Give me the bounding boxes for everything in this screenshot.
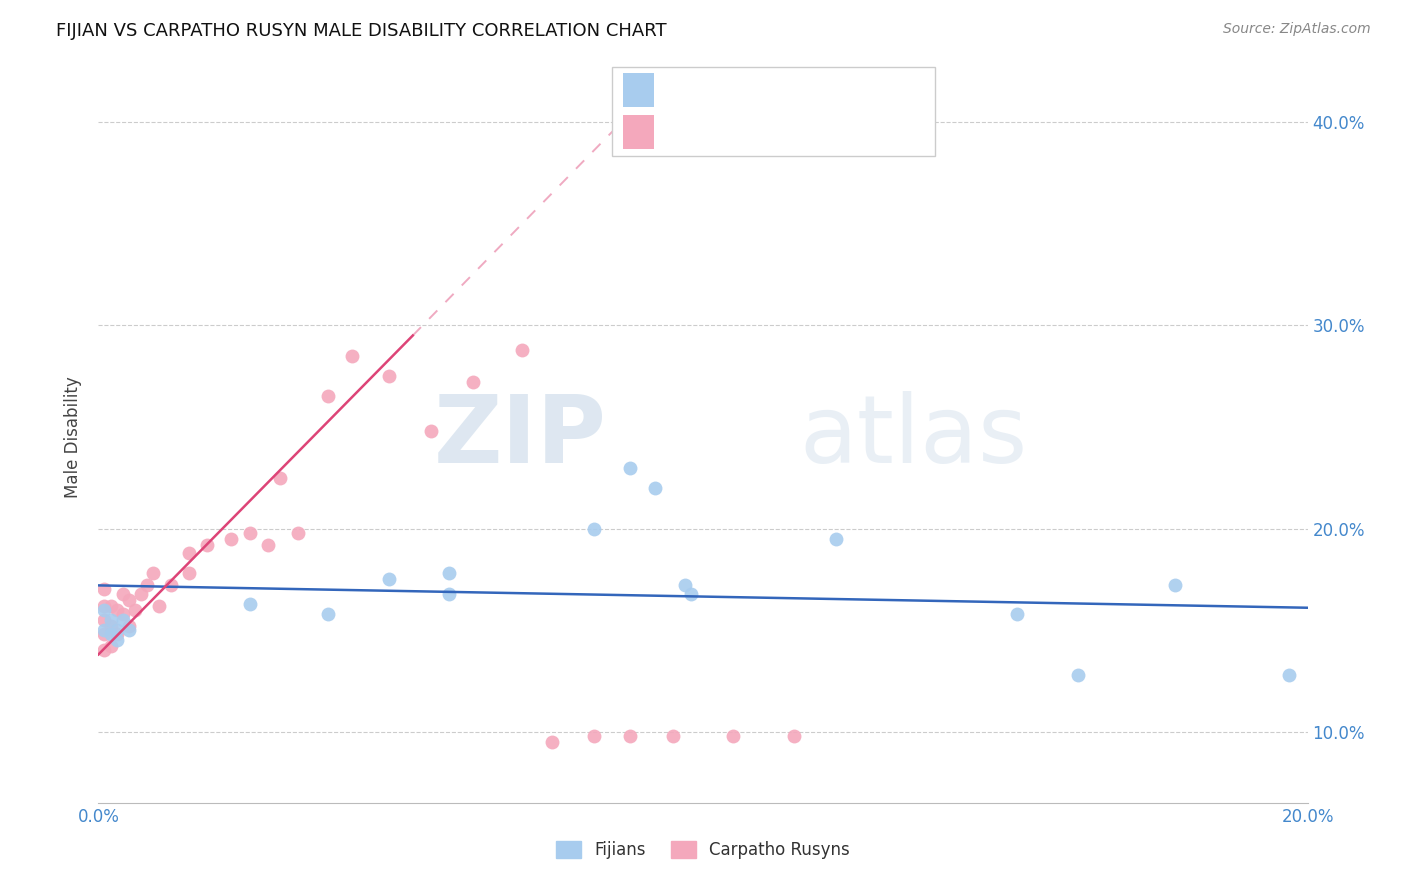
Point [583,729,606,743]
Point [93,599,115,613]
Point [100,627,122,641]
Text: 40: 40 [858,123,880,141]
Point [100,619,122,633]
Point [723,729,745,743]
Point [316,607,339,621]
Point [239,525,262,540]
Text: ZIP: ZIP [433,391,606,483]
Point [135,578,157,592]
Text: Source: ZipAtlas.com: Source: ZipAtlas.com [1223,22,1371,37]
Point [540,735,562,749]
Y-axis label: Male Disability: Male Disability [65,376,83,498]
Point [179,566,201,581]
Point [160,578,183,592]
Legend: Fijians, Carpatho Rusyns: Fijians, Carpatho Rusyns [548,833,858,868]
Text: -0.092: -0.092 [721,81,779,99]
Text: 0.524: 0.524 [721,123,773,141]
Text: R =: R = [668,123,707,141]
Point [619,729,641,743]
Text: 23: 23 [858,81,880,99]
Point [118,623,141,637]
Point [105,623,128,637]
Point [463,375,485,389]
Point [105,603,128,617]
Point [100,640,122,654]
Point [269,471,291,485]
Point [148,599,170,613]
Point [111,613,134,627]
Point [510,343,533,357]
Point [287,525,309,540]
Point [420,424,443,438]
Point [129,586,152,600]
Point [93,582,115,597]
Point [342,349,364,363]
Point [118,592,141,607]
Point [100,599,122,613]
Point [679,586,702,600]
Point [239,597,262,611]
Point [437,586,460,600]
Text: atlas: atlas [800,391,1028,483]
Text: R =: R = [668,81,707,99]
Point [105,633,128,648]
Point [179,546,201,560]
Point [93,643,115,657]
Point [661,729,683,743]
Point [377,572,399,586]
Point [124,603,146,617]
Point [105,627,128,641]
Point [1067,667,1090,682]
Point [93,627,115,641]
Point [111,607,134,621]
Text: N =: N = [797,81,849,99]
Point [93,613,115,627]
Point [93,603,115,617]
Text: N =: N = [797,123,849,141]
Point [1163,578,1185,592]
Point [256,538,278,552]
Point [316,389,339,403]
Point [619,460,641,475]
Point [195,538,218,552]
Point [100,613,122,627]
Point [1278,667,1301,682]
Point [673,578,696,592]
Point [437,566,460,581]
Text: FIJIAN VS CARPATHO RUSYN MALE DISABILITY CORRELATION CHART: FIJIAN VS CARPATHO RUSYN MALE DISABILITY… [56,22,666,40]
Point [221,532,243,546]
Point [644,481,666,495]
Point [377,369,399,384]
Point [825,532,848,546]
Point [1007,607,1029,621]
Point [118,619,141,633]
Point [783,729,806,743]
Point [111,586,134,600]
Point [583,521,606,535]
Point [93,623,115,637]
Point [142,566,165,581]
